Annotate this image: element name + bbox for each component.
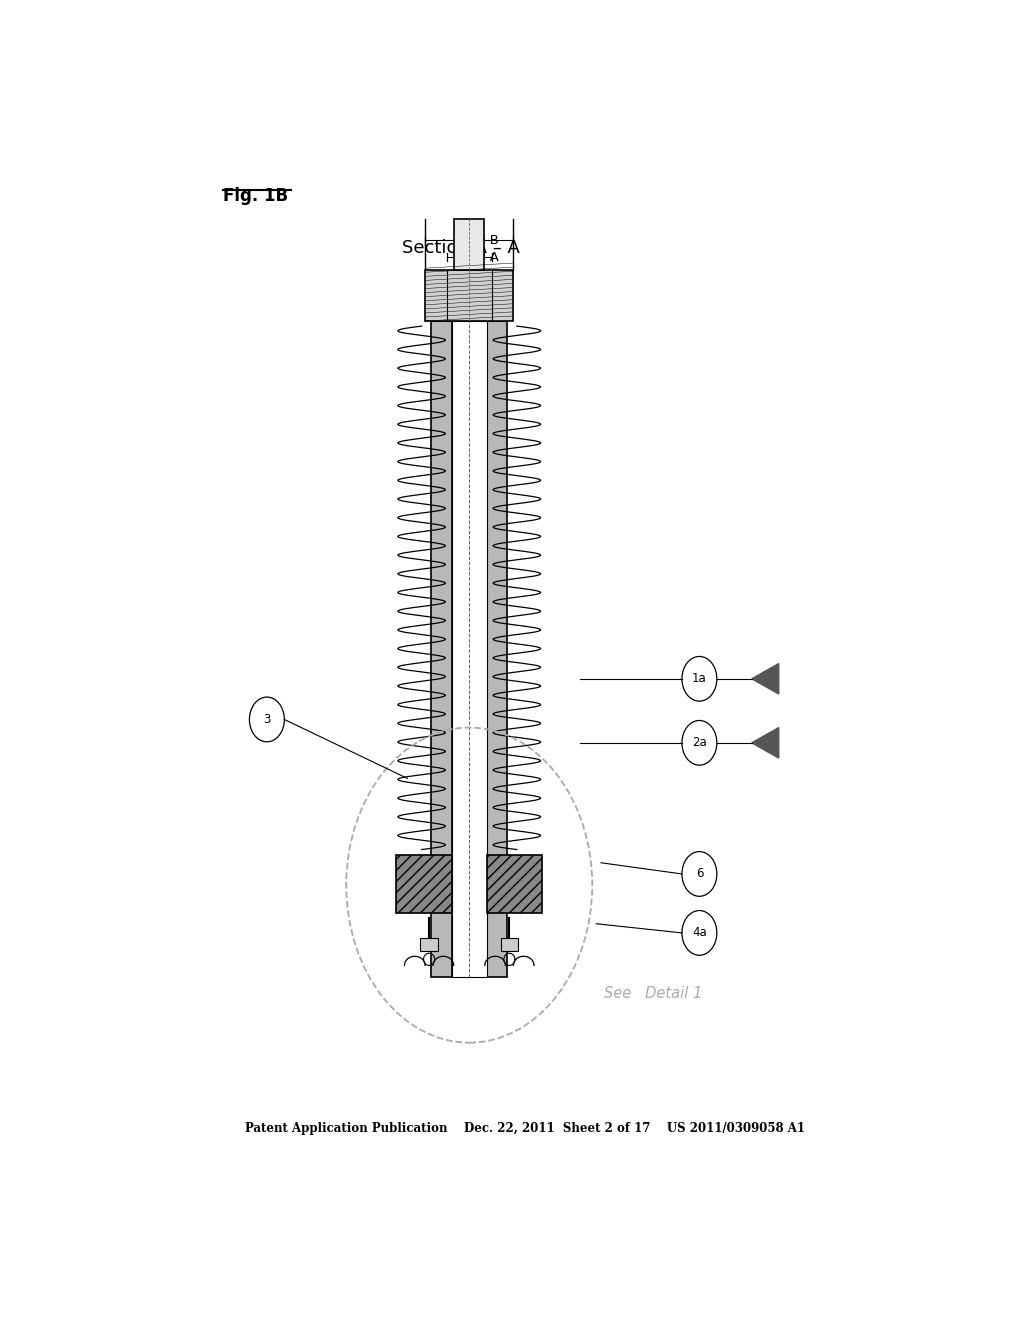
Bar [425,271,513,321]
Text: See   Detail 1: See Detail 1 [604,986,702,1002]
Text: 2a: 2a [692,737,707,750]
Bar [455,219,484,271]
Polygon shape [752,664,778,694]
Text: 6: 6 [695,867,703,880]
Bar [431,321,452,977]
Text: Fig. 1B: Fig. 1B [223,187,289,205]
Bar [486,321,507,977]
Bar [452,321,486,977]
Text: 4a: 4a [692,927,707,940]
Polygon shape [752,727,778,758]
Text: Ø B: Ø B [475,234,499,247]
Bar [421,939,438,952]
Text: 3: 3 [263,713,270,726]
Text: Ø A: Ø A [475,251,499,264]
Bar [396,854,452,912]
Text: Patent Application Publication    Dec. 22, 2011  Sheet 2 of 17    US 2011/030905: Patent Application Publication Dec. 22, … [245,1122,805,1135]
Text: 1a: 1a [692,672,707,685]
Bar [486,854,543,912]
Bar [501,939,518,952]
Text: Section A – A: Section A – A [402,239,520,257]
